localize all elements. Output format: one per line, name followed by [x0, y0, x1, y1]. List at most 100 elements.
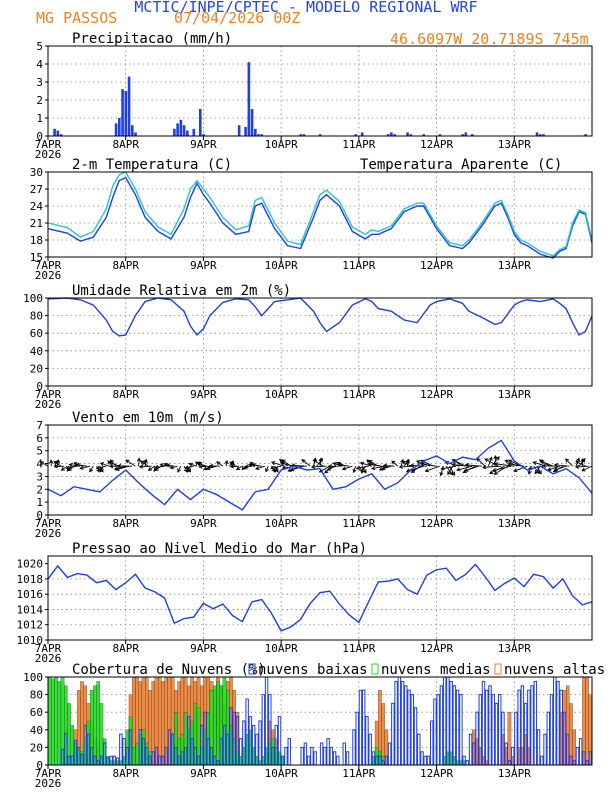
wind-vector-head: [391, 460, 396, 465]
precip-bar: [114, 123, 118, 136]
x-tick-label: 7APR: [35, 138, 62, 151]
wind-vector-head: [537, 470, 542, 475]
wind-vector: [230, 462, 237, 467]
wind-vector: [383, 464, 395, 467]
cloud-bar-nuvens-baixas: [394, 680, 398, 766]
wind-vector-head: [138, 464, 144, 469]
wind-vector-head: [532, 461, 537, 466]
wind-vector-head: [310, 464, 316, 469]
y-tick-label: 80: [30, 689, 43, 702]
wind-vector-head: [274, 468, 279, 473]
x-tick-label: 12APR: [420, 767, 453, 780]
panel-frame: [47, 555, 593, 641]
y-tick-label: 7: [36, 419, 43, 432]
panel-frame: [47, 171, 593, 258]
wind-vector-head: [279, 461, 285, 466]
cloud-bar-nuvens-baixas: [397, 676, 402, 766]
y-tick-label: 40: [30, 724, 43, 737]
wind-vector-head: [205, 466, 211, 471]
x-tick-label: 13APR: [498, 517, 531, 530]
precip-bar: [422, 134, 426, 136]
x-tick-label: 9APR: [190, 517, 217, 530]
wind-vector: [534, 465, 541, 474]
precip-bar: [406, 132, 409, 136]
cloud-bar-nuvens-baixas: [323, 746, 327, 766]
wind-vector-head: [136, 457, 142, 462]
wind-vector: [452, 464, 469, 467]
y-tick-label: 1: [36, 496, 43, 509]
x-tick-label: 12APR: [420, 138, 453, 151]
panel-frame: [47, 424, 593, 516]
y-tick-label: 3: [36, 470, 43, 483]
cloud-bar-nuvens-baixas: [310, 746, 314, 766]
y-tick-label: 15: [30, 251, 43, 264]
wind-vector-head: [493, 455, 498, 460]
cloud-bar-nuvens-baixas: [361, 689, 366, 766]
series-line-pressao: [47, 563, 593, 632]
precip-bar: [173, 128, 176, 136]
wind-vector: [482, 465, 502, 468]
wind-vector-head: [318, 457, 323, 462]
wind-vector-head: [409, 463, 415, 468]
y-tick-label: 0: [36, 509, 43, 522]
wind-vector: [338, 464, 350, 467]
cloud-bar-nuvens-baixas: [429, 720, 434, 766]
y-tick-label: 20: [30, 362, 43, 375]
legend-swatch: [494, 663, 502, 675]
x-tick-label: 7APR: [35, 388, 62, 401]
cloud-bar-nuvens-baixas: [433, 698, 437, 766]
y-tick-label: 30: [30, 166, 43, 179]
x-tick-label: 10APR: [265, 517, 298, 530]
cloud-bar-nuvens-baixas: [345, 751, 350, 766]
panel-frame: [47, 676, 593, 766]
precip-bar: [244, 127, 247, 136]
precip-bar: [176, 123, 179, 136]
panel-1: 0 1 2 3 4 5 7APR 8APR 9APR 10APR 11APR 12APR 13APR 20…: [35, 31, 593, 161]
wind-vector: [271, 461, 285, 467]
wind-vector-head: [159, 463, 164, 468]
y-tick-label: 1010: [17, 634, 44, 647]
wind-vector-head: [327, 464, 332, 469]
wind-vector: [114, 465, 126, 470]
precip-bar: [237, 125, 241, 136]
x-tick-label: 9APR: [190, 767, 217, 780]
x-tick-label: 11APR: [342, 517, 375, 530]
x-tick-label: 12APR: [420, 517, 453, 530]
wind-vector: [402, 460, 411, 467]
y-tick-label: 20: [30, 741, 43, 754]
precip-bar: [299, 134, 302, 136]
cloud-bar-nuvens-baixas: [284, 746, 288, 766]
precip-bar: [584, 134, 587, 136]
cloud-bar-nuvens-baixas: [575, 746, 580, 766]
wind-vector-head: [367, 462, 372, 467]
y-tick-label: 100: [23, 292, 43, 305]
wind-vector-head: [184, 465, 189, 470]
series-line-umidade: [47, 297, 593, 337]
panel-frame: [47, 297, 593, 387]
precip-bar: [470, 134, 474, 136]
wind-vector-head: [265, 468, 269, 473]
wind-vector-head: [250, 463, 256, 468]
wind-vector-head: [332, 462, 337, 467]
cloud-bar-nuvens-altas: [572, 729, 576, 766]
cloud-bar-nuvens-baixas: [303, 742, 308, 766]
wind-vector-head: [183, 468, 188, 473]
precip-bar: [386, 134, 390, 136]
wind-vector-head: [125, 459, 130, 464]
cloud-bar-nuvens-baixas: [491, 694, 495, 766]
wind-vector: [447, 465, 454, 475]
cloud-bar-nuvens-baixas: [119, 733, 123, 766]
wind-vector: [513, 465, 528, 472]
wind-vector-head: [482, 465, 487, 470]
cloud-bar-nuvens-altas: [161, 681, 165, 766]
cloud-bar-nuvens-baixas: [391, 702, 395, 766]
series-line-temperatura-aparente--c-: [47, 171, 593, 257]
cloud-bar-nuvens-baixas: [481, 680, 486, 766]
wind-vector-head: [53, 461, 58, 465]
station-coordinates: 46.6097W 20.7189S 745m: [390, 30, 589, 48]
wind-vector-head: [203, 466, 208, 471]
wind-vector-head: [576, 457, 580, 462]
cloud-bar-nuvens-medias: [54, 676, 58, 766]
wind-vector: [327, 465, 337, 471]
